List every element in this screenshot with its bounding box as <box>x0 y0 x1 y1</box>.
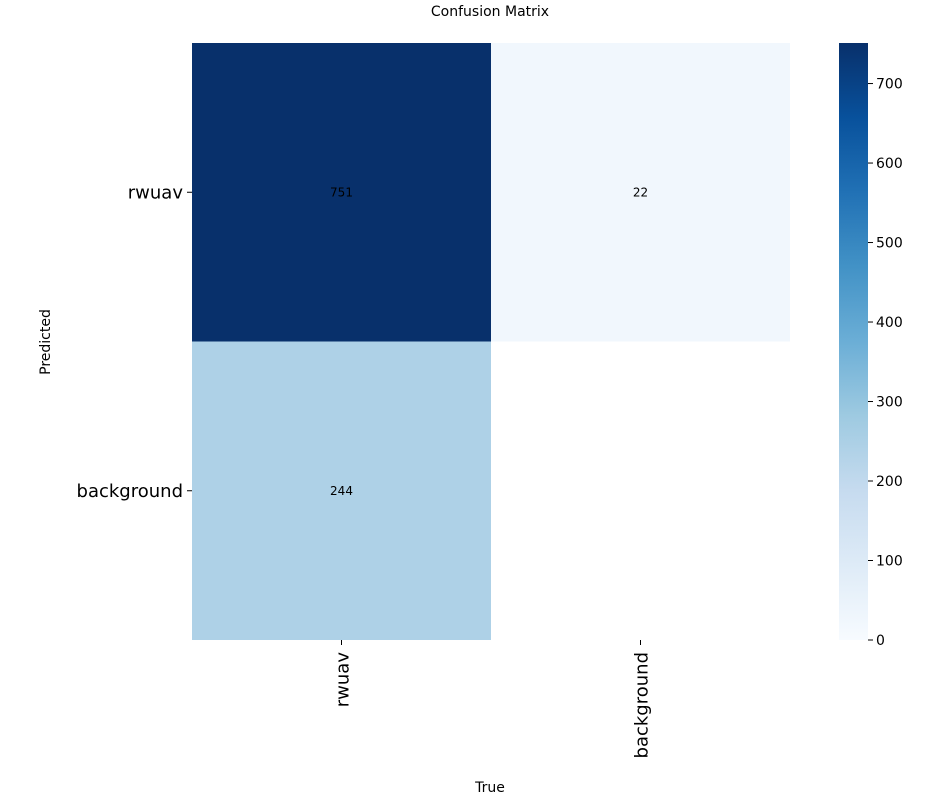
heatmap-cell <box>192 43 491 342</box>
cell-value-label: 244 <box>330 484 353 498</box>
colorbar-tick-label: 400 <box>876 315 903 331</box>
colorbar <box>839 43 868 640</box>
colorbar-ticks: 0 100 200 300 400 500 600 700 <box>868 77 903 649</box>
y-axis-ticks: rwuav background <box>77 182 192 502</box>
colorbar-tick-label: 100 <box>876 554 903 570</box>
colorbar-tick-label: 700 <box>876 77 903 93</box>
colorbar-tick-label: 300 <box>876 395 903 411</box>
colorbar-tick-label: 500 <box>876 236 903 252</box>
y-axis-label: Predicted <box>38 309 54 375</box>
chart-title: Confusion Matrix <box>431 4 549 20</box>
heatmap-cells <box>192 43 790 640</box>
y-tick-label: background <box>77 481 183 502</box>
colorbar-tick-label: 0 <box>876 633 885 649</box>
heatmap-cell <box>192 341 491 640</box>
cell-value-label: 22 <box>633 185 648 199</box>
x-tick-label: background <box>632 652 653 758</box>
cell-value-label: 751 <box>330 185 353 199</box>
x-tick-label: rwuav <box>333 652 354 708</box>
heatmap-cell <box>491 43 790 342</box>
x-axis-label: True <box>474 780 505 796</box>
colorbar-tick-label: 200 <box>876 474 903 490</box>
colorbar-tick-label: 600 <box>876 156 903 172</box>
y-tick-label: rwuav <box>128 182 184 203</box>
heatmap-cell-labels: 751 22 244 <box>330 185 648 498</box>
x-axis-ticks: rwuav background <box>333 640 653 758</box>
